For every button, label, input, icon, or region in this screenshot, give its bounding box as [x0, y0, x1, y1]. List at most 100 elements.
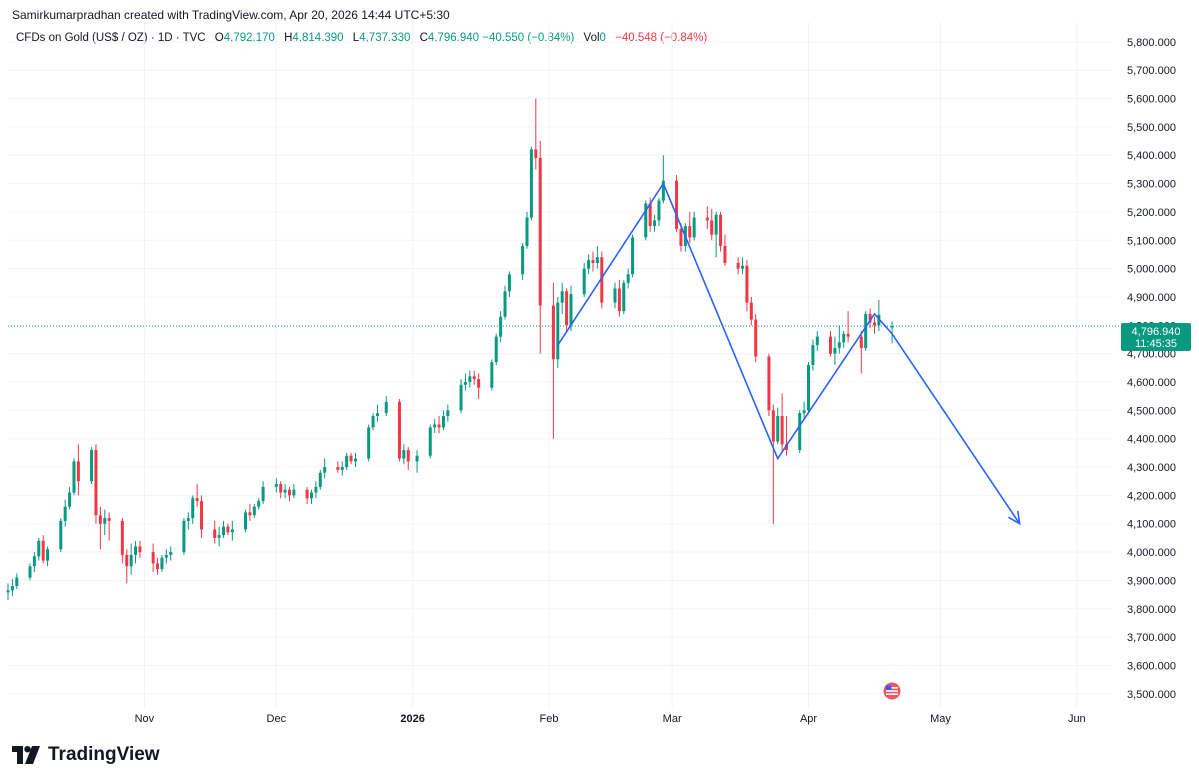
y-tick-label: 3,600.000: [1127, 660, 1176, 672]
candle-body: [472, 376, 476, 380]
candle-body: [134, 546, 138, 555]
candle-body: [710, 220, 714, 235]
x-tick-label: Apr: [800, 713, 817, 725]
candle-body: [318, 472, 322, 487]
y-tick-label: 4,400.000: [1127, 434, 1176, 446]
candle-body: [6, 590, 10, 593]
candle-body: [600, 257, 604, 303]
candle-body: [661, 180, 665, 201]
candle-body: [222, 526, 226, 536]
candle-body: [459, 384, 463, 411]
legend-close-label: C: [419, 32, 428, 44]
price-tag: 4,796.940 11:45:35: [1121, 323, 1191, 351]
candle-body: [98, 515, 102, 524]
candle-body: [213, 529, 217, 538]
candle-body: [261, 486, 265, 502]
candle-body: [384, 401, 388, 414]
tradingview-logo-text: TradingView: [48, 744, 160, 765]
zigzag-projection[interactable]: [557, 181, 1021, 526]
candle-body: [507, 274, 511, 292]
candle-body: [741, 265, 745, 269]
candle-body: [688, 226, 692, 238]
candle-body: [468, 376, 472, 383]
us-flag-icon[interactable]: [883, 682, 901, 700]
candle-body: [402, 450, 406, 459]
tradingview-logo[interactable]: TradingView: [12, 744, 160, 766]
price-tag-box: [1121, 323, 1191, 351]
candle-body: [397, 401, 401, 459]
candle-body: [129, 554, 133, 567]
y-tick-label: 5,500.000: [1127, 122, 1176, 134]
candle-body: [833, 347, 837, 354]
candle-body: [164, 554, 168, 558]
candle-body: [534, 149, 538, 159]
candle-body: [872, 322, 876, 326]
candle-body: [46, 549, 50, 561]
y-tick-label: 4,200.000: [1127, 490, 1176, 502]
candle-body: [807, 365, 811, 411]
candle-body: [441, 416, 445, 428]
candle-body: [292, 489, 296, 496]
y-tick-label: 5,400.000: [1127, 150, 1176, 162]
time-axis[interactable]: Nov Dec 2026 Feb Mar Apr May Jun: [135, 713, 1086, 725]
legend-open-value: 4,792.170: [223, 32, 275, 44]
legend-high-value: 4,814.390: [292, 32, 344, 44]
candle-body: [714, 214, 718, 235]
candle-body: [591, 260, 595, 263]
candle-body: [798, 413, 802, 451]
candle-body: [776, 416, 780, 442]
chart-legend: CFDs on Gold (US$ / OZ) · 1D · TVC O4,79…: [16, 32, 707, 44]
candle-body: [626, 274, 630, 283]
x-tick-label: 2026: [400, 713, 424, 725]
candle-body: [28, 566, 32, 578]
candle-body: [595, 257, 599, 263]
candle-body: [283, 489, 287, 493]
candle-body: [279, 484, 283, 493]
price-tag-countdown: 11:45:35: [1135, 338, 1177, 350]
candle-body: [556, 302, 560, 360]
candle-body: [745, 265, 749, 303]
candle-body: [521, 245, 525, 275]
candle-body: [829, 336, 833, 354]
candle-body: [345, 455, 349, 468]
price-axis[interactable]: 3,500.000 3,600.000 3,700.000 3,800.000 3,90…: [1127, 37, 1176, 701]
candle-body: [525, 217, 529, 246]
candle-body: [565, 291, 569, 326]
candle-body: [252, 506, 256, 516]
legend-low-value: 4,737.330: [359, 32, 411, 44]
candle-body: [415, 455, 419, 462]
candle-body: [138, 546, 142, 553]
candle-body: [644, 203, 648, 238]
candle-body: [719, 214, 723, 246]
candle-body: [428, 427, 432, 456]
candle-body: [406, 450, 410, 462]
candle-body: [560, 291, 564, 303]
chart-attribution: Samirkumarpradhan created with TradingVi…: [12, 8, 450, 22]
legend-symbol[interactable]: CFDs on Gold (US$ / OZ) · 1D · TVC: [16, 32, 206, 44]
x-tick-label: Dec: [267, 713, 287, 725]
y-tick-label: 4,500.000: [1127, 405, 1176, 417]
candle-body: [617, 288, 621, 312]
candle-body: [433, 424, 437, 428]
legend-close-value: 4,796.940: [427, 32, 480, 44]
candle-body: [244, 512, 248, 530]
candles: [6, 98, 894, 601]
legend-high-label: H: [284, 32, 293, 44]
candle-body: [68, 492, 72, 507]
candle-body: [736, 262, 740, 269]
y-tick-label: 4,000.000: [1127, 547, 1176, 559]
candle-body: [802, 410, 806, 414]
candle-body: [811, 345, 815, 365]
y-tick-label: 4,700.000: [1127, 349, 1176, 361]
candle-body: [191, 498, 195, 519]
candle-body: [723, 245, 727, 263]
candle-body: [749, 302, 753, 320]
candle-body: [323, 467, 327, 473]
legend-volume-label: Vol: [583, 32, 600, 44]
candle-body: [72, 461, 76, 493]
candle-body: [890, 326, 894, 328]
y-tick-label: 3,900.000: [1127, 575, 1176, 587]
candle-body: [217, 535, 221, 538]
candle-body: [529, 149, 533, 218]
